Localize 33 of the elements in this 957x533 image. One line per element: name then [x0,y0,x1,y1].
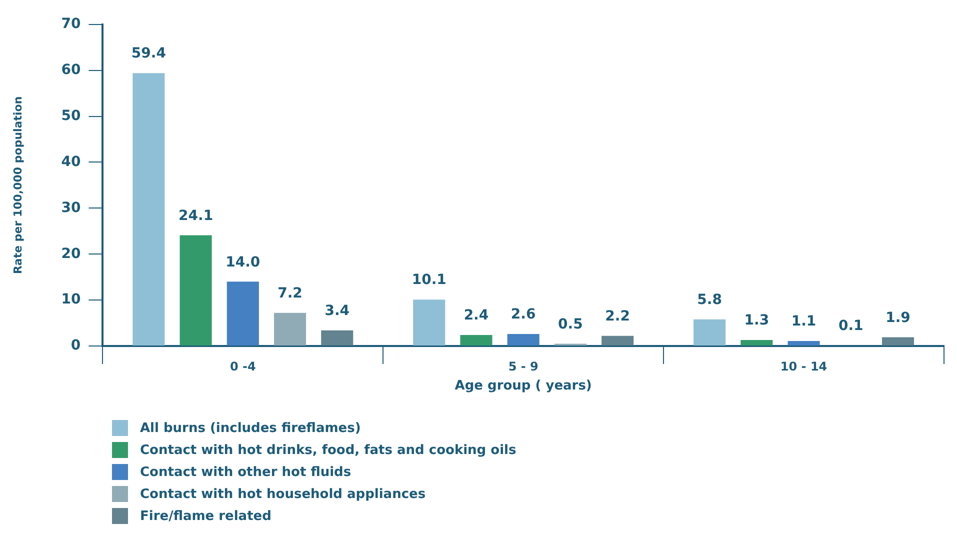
y-tick-label: 60 [61,62,81,78]
data-label: 1.9 [886,310,910,326]
data-label: 1.3 [744,312,770,329]
data-label: 0.1 [838,318,864,334]
data-label: 14.0 [226,254,260,270]
data-label: 2.4 [464,308,489,324]
legend-label: All burns (includes fireflames) [140,420,361,436]
legend-label: Contact with hot drinks, food, fats and cooking oils [140,442,516,458]
legend-label: Fire/flame related [140,508,272,524]
data-label: 24.1 [178,208,214,224]
data-label: 5.8 [697,292,722,308]
y-tick-label: 10 [61,292,81,308]
y-tick-label: 0 [70,338,81,354]
legend-label: Contact with hot household appliances [140,486,426,502]
data-label: 7.2 [278,286,302,302]
x-tick-label: 5 - 9 [508,359,538,374]
data-label: 1.1 [791,314,816,330]
x-axis-title: Age group ( years) [454,378,592,394]
y-tick-label: 70 [61,16,81,32]
y-tick-label: 20 [61,246,81,262]
data-label: 2.6 [510,306,536,323]
data-label: 59.4 [131,46,166,62]
data-label: 10.1 [412,272,446,288]
x-tick-label: 0 -4 [230,359,256,374]
x-tick-label: 10 - 14 [780,359,828,374]
data-label: 3.4 [324,303,350,320]
data-label: 2.2 [605,308,630,325]
y-axis-title: Rate per 100,000 population [11,96,24,274]
y-tick-label: 50 [61,108,81,124]
legend-label: Contact with other hot fluids [140,464,352,480]
y-tick-label: 30 [61,200,81,216]
y-tick-label: 40 [61,154,81,170]
data-label: 0.5 [558,316,583,332]
